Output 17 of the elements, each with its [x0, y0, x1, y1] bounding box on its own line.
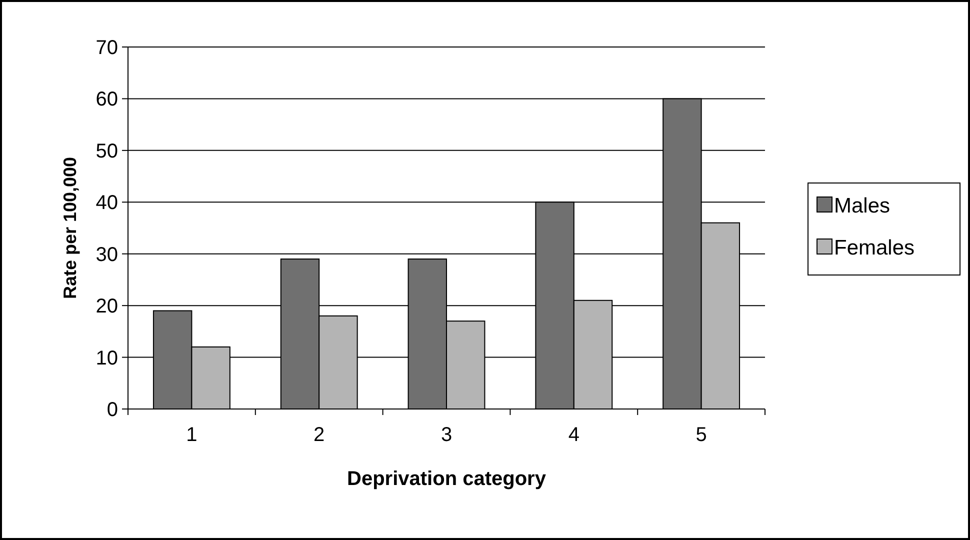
- y-tick-label: 40: [96, 192, 118, 214]
- y-tick-label: 60: [96, 88, 118, 111]
- y-tick-label: 0: [106, 399, 118, 421]
- x-tick-label: 2: [314, 424, 325, 446]
- x-tick-label: 1: [186, 424, 198, 446]
- y-tick-label: 10: [96, 347, 118, 370]
- x-tick-label: 5: [696, 424, 707, 446]
- x-axis-title: Deprivation category: [347, 468, 547, 490]
- y-axis-title: Rate per 100,000: [60, 156, 80, 300]
- y-tick-label: 70: [96, 37, 118, 59]
- legend-label: Males: [834, 194, 890, 218]
- y-tick-label: 50: [96, 140, 118, 162]
- x-tick-label: 3: [440, 424, 452, 446]
- y-tick-label: 20: [96, 296, 118, 318]
- legend-label: Females: [834, 236, 915, 260]
- y-tick-label: 30: [96, 244, 118, 266]
- x-tick-label: 4: [568, 424, 580, 446]
